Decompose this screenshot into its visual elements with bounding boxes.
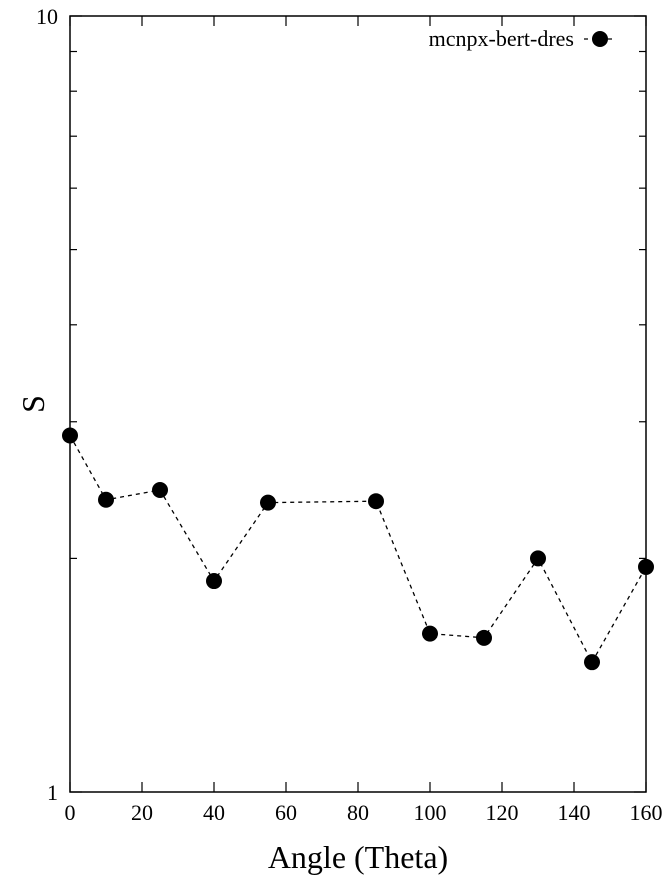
- series-points: [62, 427, 654, 671]
- data-point: [152, 482, 168, 499]
- x-tick-label: 140: [558, 800, 591, 825]
- x-tick-label: 40: [203, 800, 225, 825]
- y-axis-title: S: [15, 395, 51, 413]
- legend-label: mcnpx-bert-dres: [429, 26, 574, 51]
- data-point: [530, 550, 546, 567]
- data-point: [260, 494, 276, 511]
- series-line: [69, 435, 647, 664]
- data-point: [206, 573, 222, 590]
- x-tick-label: 0: [65, 800, 76, 825]
- plot-frame: [69, 15, 647, 793]
- data-point: [638, 558, 654, 575]
- data-point: [584, 654, 600, 671]
- y-tick-label: 10: [36, 4, 58, 29]
- x-axis-title: Angle (Theta): [268, 839, 448, 875]
- x-tick-label: 20: [131, 800, 153, 825]
- x-axis-ticks: 0 20 40 60 80 100 120 140 160: [65, 16, 663, 825]
- x-tick-label: 100: [414, 800, 447, 825]
- data-point: [62, 427, 78, 444]
- y-tick-label: 1: [47, 780, 58, 805]
- x-tick-label: 80: [347, 800, 369, 825]
- data-point: [422, 625, 438, 642]
- x-tick-label: 120: [486, 800, 519, 825]
- x-tick-label: 60: [275, 800, 297, 825]
- legend-marker: [592, 31, 608, 47]
- data-point: [476, 629, 492, 646]
- legend: mcnpx-bert-dres: [429, 26, 616, 51]
- y-axis-ticks: 1 10: [36, 4, 646, 805]
- data-point: [98, 491, 114, 508]
- x-tick-label: 160: [630, 800, 663, 825]
- data-point: [368, 493, 384, 510]
